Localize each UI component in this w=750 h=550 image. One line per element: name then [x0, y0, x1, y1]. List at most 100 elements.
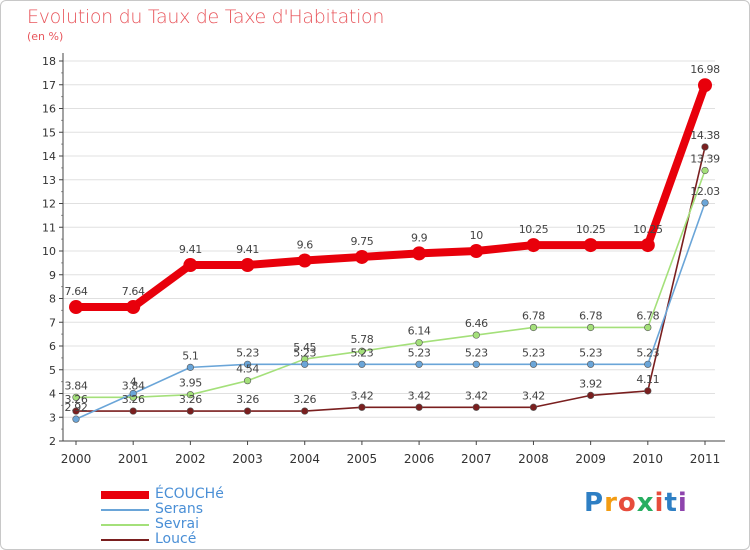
- data-point: [240, 258, 255, 273]
- y-tick-label: 6: [49, 340, 56, 353]
- series-line-1: [75, 201, 706, 420]
- logo-letter: i: [654, 488, 665, 518]
- data-label: 7.64: [65, 285, 88, 298]
- data-point: [644, 323, 652, 332]
- data-label: 3.26: [236, 393, 259, 406]
- data-point: [469, 244, 484, 258]
- data-point: [126, 300, 141, 315]
- data-point: [587, 323, 595, 332]
- data-point: [186, 363, 194, 371]
- legend-swatch: [101, 539, 149, 541]
- data-point: [529, 403, 538, 411]
- y-tick-label: 2: [49, 435, 56, 448]
- logo-letter: x: [636, 488, 655, 518]
- legend-swatch: [101, 491, 149, 499]
- data-label: 6.78: [579, 309, 602, 322]
- data-label: 10.25: [576, 223, 606, 236]
- y-tick-label: 15: [42, 126, 56, 139]
- data-point: [297, 253, 312, 268]
- data-label: 3.42: [408, 389, 431, 402]
- series-line-0: [72, 81, 709, 312]
- data-label: 16.98: [690, 63, 720, 76]
- data-label: 6.14: [408, 325, 431, 338]
- x-tick-label: 2007: [461, 452, 492, 466]
- data-label: 9.41: [179, 243, 202, 256]
- data-label: 12.03: [690, 185, 720, 198]
- data-label: 2.92: [65, 401, 88, 414]
- y-tick-label: 9: [49, 269, 56, 282]
- data-label: 9.41: [236, 243, 259, 256]
- data-point: [301, 407, 309, 415]
- data-point: [243, 377, 252, 385]
- data-label: 3.26: [179, 393, 202, 406]
- y-tick-label: 5: [49, 364, 56, 377]
- data-label: 3.26: [293, 393, 316, 406]
- x-tick-label: 2005: [347, 452, 378, 466]
- proxiti-logo: Proxiti: [584, 488, 688, 518]
- data-label: 5.1: [182, 349, 198, 362]
- data-label: 9.75: [350, 235, 373, 248]
- data-point: [698, 78, 712, 93]
- data-label: 5.78: [350, 333, 373, 346]
- data-point: [583, 238, 598, 253]
- data-point: [358, 360, 366, 368]
- x-tick-label: 2006: [404, 452, 435, 466]
- data-label: 4.54: [236, 363, 259, 376]
- data-label: 10.25: [633, 223, 663, 236]
- data-point: [72, 415, 80, 423]
- y-tick-label: 12: [42, 198, 56, 211]
- chart-title: Evolution du Taux de Taxe d'Habitation: [27, 6, 385, 28]
- data-label: 6.78: [522, 309, 545, 322]
- y-tick-label: 14: [42, 150, 56, 163]
- data-point: [701, 166, 709, 175]
- data-label: 14.38: [690, 129, 720, 142]
- x-tick-label: 2010: [633, 452, 664, 466]
- logo-letter: P: [584, 488, 605, 518]
- data-point: [587, 391, 595, 400]
- data-label: 5.23: [293, 346, 316, 359]
- x-tick-label: 2001: [118, 452, 149, 466]
- y-tick-label: 10: [42, 245, 56, 258]
- data-point: [415, 403, 423, 411]
- x-tick-label: 2002: [175, 452, 206, 466]
- data-point: [701, 199, 709, 207]
- x-tick-label: 2004: [289, 452, 320, 466]
- x-tick-label: 2011: [690, 452, 721, 466]
- legend-label: Sevrai: [155, 516, 200, 532]
- data-point: [354, 249, 369, 264]
- data-point: [529, 360, 538, 368]
- data-label: 4.11: [636, 373, 659, 386]
- data-label: 5.23: [350, 346, 373, 359]
- data-label: 3.42: [522, 389, 545, 402]
- data-label: 3.92: [579, 377, 602, 390]
- data-label: 9.9: [411, 231, 428, 244]
- data-label: 6.46: [465, 317, 488, 330]
- data-label: 13.39: [690, 152, 720, 165]
- legend-swatch: [101, 524, 149, 526]
- data-point: [472, 403, 480, 411]
- data-label: 3.26: [122, 393, 145, 406]
- data-label: 3.84: [122, 379, 145, 392]
- data-point: [358, 347, 366, 355]
- logo-letter: t: [664, 488, 678, 518]
- data-label: 9.6: [297, 239, 314, 252]
- y-tick-label: 13: [42, 174, 56, 187]
- data-label: 5.23: [465, 346, 488, 359]
- data-point: [701, 143, 709, 151]
- y-tick-label: 8: [49, 293, 56, 306]
- y-tick-label: 4: [49, 388, 56, 401]
- x-tick-label: 2000: [61, 452, 92, 466]
- data-point: [644, 387, 652, 395]
- legend-label: Loucé: [155, 531, 197, 547]
- data-point: [186, 407, 194, 415]
- legend-label: Serans: [155, 501, 204, 517]
- data-point: [69, 300, 83, 315]
- data-label: 3.84: [65, 379, 88, 392]
- data-label: 5.23: [579, 346, 602, 359]
- data-label: 7.64: [122, 285, 145, 298]
- data-point: [301, 360, 309, 368]
- data-point: [358, 403, 366, 411]
- logo-letter: i: [677, 488, 688, 518]
